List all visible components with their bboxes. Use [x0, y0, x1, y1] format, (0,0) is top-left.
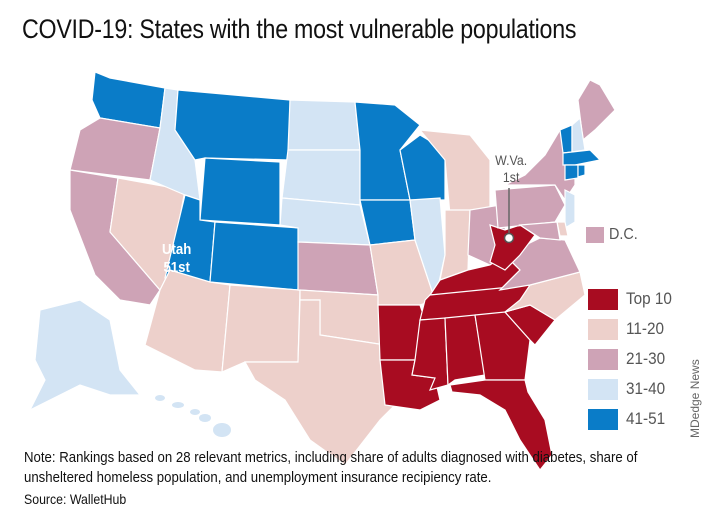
state-hi [190, 409, 200, 415]
state-al [444, 314, 486, 387]
state-pa [494, 184, 566, 229]
state-ks [297, 241, 379, 296]
state-hi [155, 395, 165, 401]
state-wv [489, 224, 536, 271]
state-wi [399, 134, 446, 201]
legend-swatch [588, 408, 618, 430]
state-hi [199, 414, 211, 422]
page-title: COVID-19: States with the most vulnerabl… [22, 14, 577, 44]
state-me [577, 79, 616, 142]
legend-swatch [588, 348, 618, 370]
state-nm [221, 284, 301, 373]
legend-label: Top 10 [626, 289, 672, 308]
state-nc [504, 271, 586, 321]
state-hi [213, 423, 231, 437]
state-ri [577, 164, 586, 178]
utah-rank: 51st [163, 259, 190, 276]
dc-swatch [586, 227, 604, 243]
state-in [439, 209, 471, 281]
legend-label: 31-40 [626, 379, 666, 398]
wva-name: W.Va. [495, 152, 528, 168]
legend-label: 21-30 [626, 349, 666, 368]
state-tx [243, 299, 401, 466]
wva-marker [503, 232, 515, 244]
legend-item: Top 10 [588, 284, 677, 314]
state-wy [199, 157, 281, 226]
source: Source: WalletHub [24, 491, 127, 507]
state-az [144, 269, 231, 373]
wva-rank: 1st [502, 169, 520, 185]
legend-label: 11-20 [626, 319, 664, 338]
state-co [209, 221, 301, 291]
state-nd [287, 99, 361, 151]
state-ak [28, 299, 142, 412]
legend-swatch [588, 378, 618, 400]
note: Note: Rankings based on 28 relevant metr… [24, 449, 638, 486]
state-nj [564, 189, 576, 230]
wva-callout: W.Va. 1st [495, 152, 527, 186]
state-hi [172, 402, 184, 408]
legend-item: 21-30 [588, 344, 677, 374]
legend-item: 31-40 [588, 374, 677, 404]
legend-item: 11-20 [588, 314, 677, 344]
legend-item: 41-51 [588, 404, 677, 434]
legend: Top 10 11-20 21-30 31-40 41-51 [588, 284, 677, 434]
state-or [69, 117, 161, 181]
legend-label: 41-51 [626, 409, 666, 428]
state-ia [359, 199, 416, 246]
credit: MDedge News [688, 359, 702, 438]
state-ma [562, 149, 602, 166]
state-ga [474, 311, 531, 381]
utah-name: Utah [162, 241, 192, 258]
state-ct [564, 164, 579, 181]
state-md [518, 221, 561, 241]
dc-label: D.C. [609, 226, 638, 243]
state-mt [174, 89, 291, 161]
legend-swatch [588, 318, 618, 340]
state-sd [281, 149, 361, 206]
state-fl [449, 379, 553, 472]
dc-legend: D.C. [586, 226, 641, 244]
legend-swatch [588, 288, 618, 310]
utah-label: Utah 51st [162, 241, 191, 277]
